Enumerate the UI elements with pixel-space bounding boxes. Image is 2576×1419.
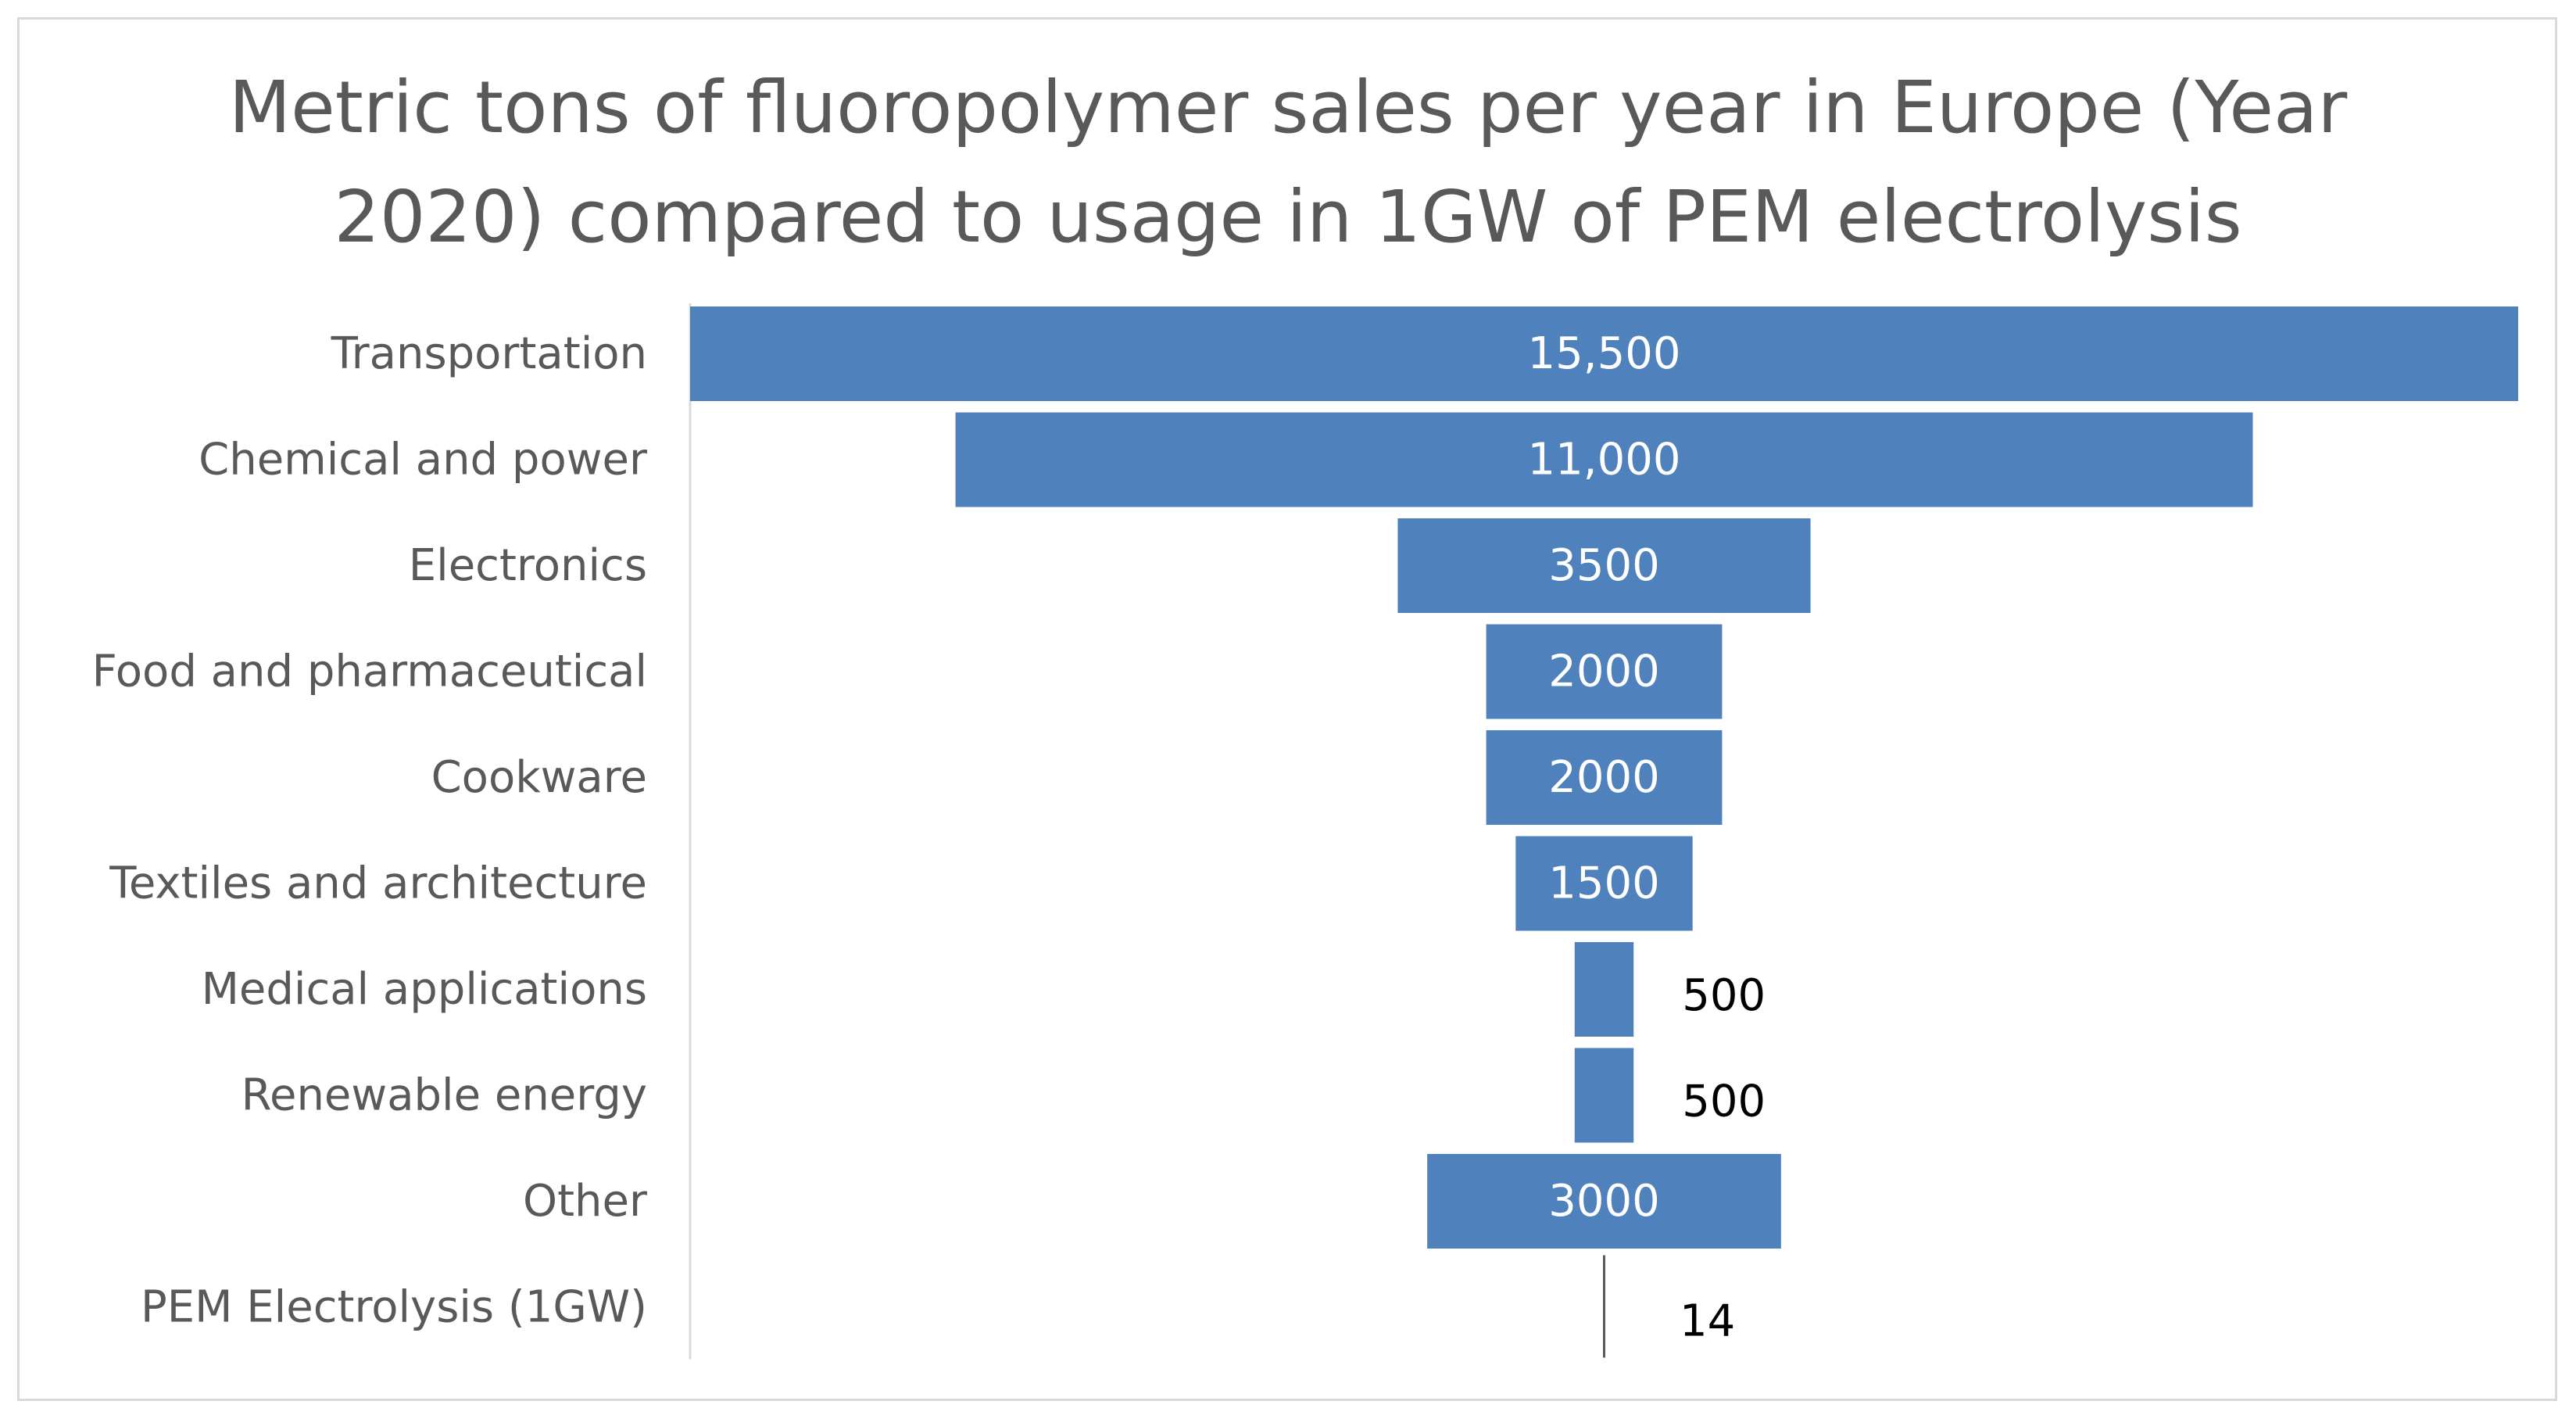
bar (690, 306, 2518, 401)
bar (955, 412, 2253, 507)
category-label: PEM Electrolysis (1GW) (141, 1282, 647, 1333)
category-label: Food and pharmaceutical (92, 647, 647, 697)
data-label: 500 (1682, 1077, 1766, 1127)
chart-frame (17, 17, 2557, 1401)
data-label: 500 (1682, 970, 1766, 1021)
chart-title-line-1: Metric tons of fluoropolymer sales per y… (228, 66, 2348, 149)
bar (1515, 836, 1693, 931)
data-label: 15,500 (1528, 328, 1681, 379)
data-label: 2000 (1548, 647, 1660, 697)
category-label: Cookware (431, 752, 647, 803)
data-label: 11,000 (1528, 435, 1681, 486)
data-label: 3500 (1548, 540, 1660, 591)
data-label: 1500 (1548, 858, 1660, 909)
bar (1397, 518, 1811, 613)
data-label: 14 (1680, 1296, 1735, 1347)
bar (1574, 942, 1634, 1037)
bar (1603, 1255, 1605, 1358)
bar (1427, 1154, 1781, 1249)
category-label: Textiles and architecture (109, 858, 647, 909)
category-label: Transportation (331, 328, 647, 379)
chart-title-line-2: 2020) compared to usage in 1GW of PEM el… (334, 175, 2242, 259)
category-label: Renewable energy (242, 1070, 647, 1121)
category-label: Chemical and power (199, 435, 648, 486)
chart-title: Metric tons of fluoropolymer sales per y… (31, 53, 2545, 272)
bar (1486, 730, 1723, 825)
category-label: Medical applications (202, 964, 647, 1015)
bar (1574, 1048, 1634, 1143)
data-label: 2000 (1548, 752, 1660, 803)
category-label: Other (523, 1176, 648, 1227)
category-label: Electronics (409, 540, 647, 591)
data-label: 3000 (1548, 1176, 1660, 1227)
bar (1486, 624, 1723, 719)
